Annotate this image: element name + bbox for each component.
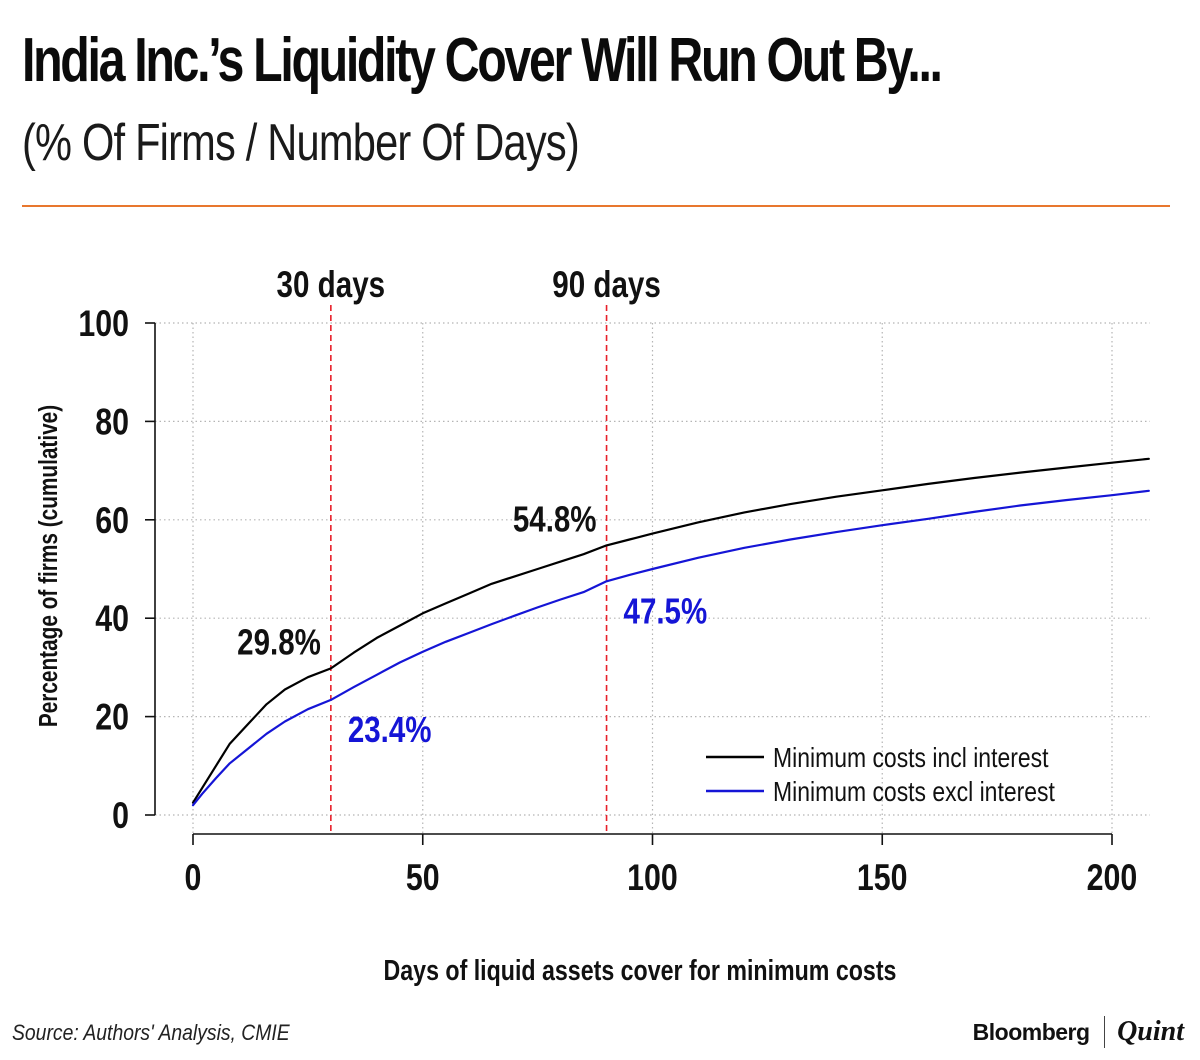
- x-axis-title: Days of liquid assets cover for minimum …: [384, 953, 897, 986]
- series-line: [191, 457, 1150, 804]
- data-label: 23.4%: [348, 709, 432, 749]
- reference-lines: 30 days 90 days: [277, 265, 661, 835]
- data-label: 29.8%: [237, 622, 321, 662]
- x-tick-label: 100: [627, 857, 678, 899]
- header-divider: [22, 205, 1170, 207]
- y-axis-title: Percentage of firms (cumulative): [34, 405, 63, 727]
- y-tick-label: 0: [112, 795, 129, 837]
- reference-line-label: 90 days: [552, 265, 661, 306]
- source-note: Source: Authors' Analysis, CMIE: [12, 1020, 290, 1045]
- series: [191, 457, 1150, 807]
- reference-line-label: 30 days: [277, 265, 386, 306]
- brand-secondary: Quint: [1117, 1016, 1184, 1047]
- axes: 0 20 40 60 80 100 0 50 100 150 200 Days of liquid a…: [34, 303, 1138, 986]
- x-tick-label: 200: [1087, 857, 1138, 899]
- grid: [155, 322, 1150, 835]
- y-tick-label: 40: [95, 598, 129, 640]
- brand-primary: Bloomberg: [972, 1018, 1090, 1045]
- legend-label: Minimum costs excl interest: [773, 777, 1055, 808]
- data-label: 47.5%: [624, 590, 708, 630]
- x-tick-label: 0: [185, 857, 202, 899]
- brand-separator: [1103, 1016, 1106, 1048]
- x-tick-label: 150: [857, 857, 908, 899]
- data-label: 54.8%: [513, 499, 597, 539]
- series-line: [191, 489, 1150, 807]
- annotations: 29.8% 23.4% 54.8% 47.5%: [237, 499, 707, 750]
- chart-subtitle: (% Of Firms / Number Of Days): [22, 114, 580, 172]
- y-tick-label: 60: [95, 500, 129, 542]
- chart-title: India Inc.’s Liquidity Cover Will Run Ou…: [22, 26, 943, 95]
- y-tick-label: 80: [95, 402, 129, 444]
- legend-label: Minimum costs incl interest: [773, 743, 1048, 774]
- brand-logo: Bloomberg Quint: [973, 1014, 1184, 1050]
- x-tick-label: 50: [406, 857, 440, 899]
- y-tick-label: 100: [78, 303, 129, 345]
- y-tick-label: 20: [95, 697, 129, 739]
